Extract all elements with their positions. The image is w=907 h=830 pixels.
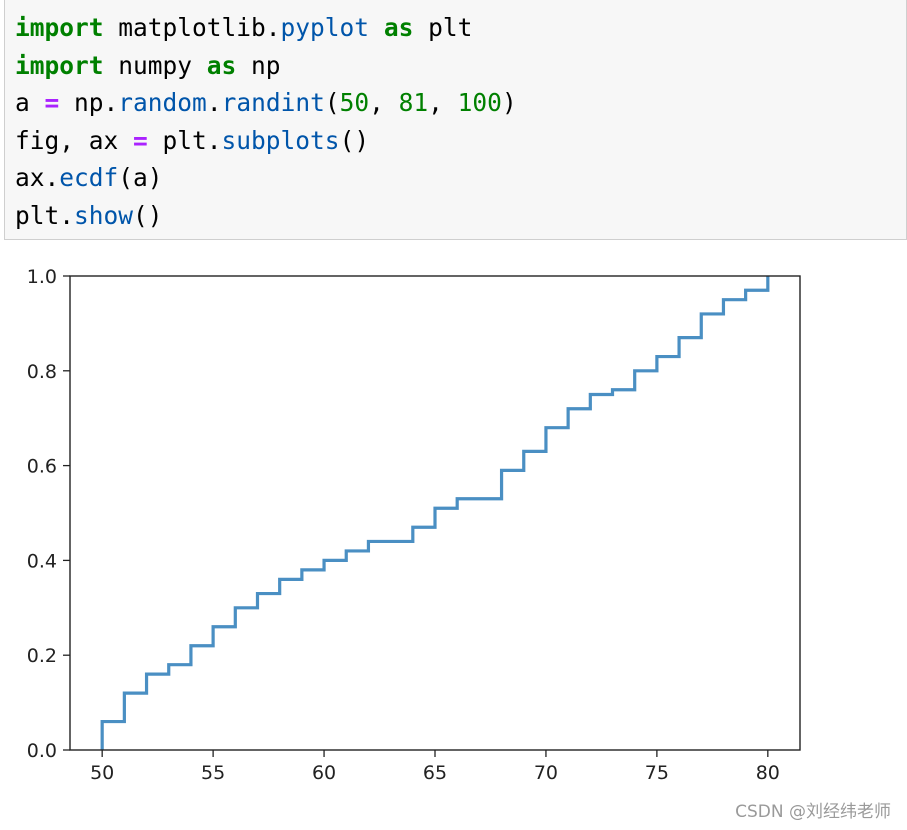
x-tick-label: 80 [756,762,780,784]
x-tick-label: 65 [423,762,447,784]
code-token: ( [324,88,340,117]
code-token: as [383,13,414,42]
x-tick-label: 70 [534,762,558,784]
code-token: random [118,88,207,117]
code-cell[interactable]: import matplotlib.pyplot as plt import nu… [4,0,907,240]
code-token: 81 [398,88,429,117]
code-token: 100 [457,88,502,117]
code-token: np [236,50,281,80]
code-token: ax. [15,163,60,192]
ecdf-step-line [100,276,770,750]
code-line: fig, ax = plt.subplots() [15,122,906,160]
code-token: 50 [339,88,370,117]
y-tick-label: 0.0 [27,740,57,762]
code-line: plt.show() [15,197,906,235]
code-token: , [369,88,399,117]
code-token: import [15,50,104,80]
code-token: , [428,88,458,117]
code-line: ax.ecdf(a) [15,159,906,197]
code-token: import [15,13,104,42]
code-token: matplotlib. [103,13,281,42]
y-tick-label: 0.6 [27,456,57,478]
code-token: a [15,88,45,117]
code-token: (a) [118,163,163,192]
x-tick-label: 50 [90,762,114,784]
code-token: plt. [147,125,222,155]
code-token: show [74,200,134,230]
y-tick-label: 0.2 [27,645,57,667]
code-token: randint [221,88,325,117]
code-token: . [206,88,222,117]
code-line: import matplotlib.pyplot as plt [15,9,906,47]
code-token: fig, ax [15,125,134,155]
code-token: = [44,88,60,117]
code-lines: import matplotlib.pyplot as plt import nu… [15,9,906,234]
code-token: plt. [15,200,75,230]
watermark-text: CSDN @刘经纬老师 [735,802,891,822]
code-token: ecdf [59,163,119,192]
code-token: = [133,125,148,155]
code-token: () [133,200,163,230]
ecdf-plot: 50 55 60 65 70 75 80 0.0 0.2 0.4 0.6 0.8 1.0 [27,266,801,784]
x-tick-label: 60 [312,762,336,784]
code-token [369,13,384,42]
y-tick-label: 0.8 [27,361,57,383]
y-tick-label: 1.0 [27,266,57,288]
code-token: ) [501,88,517,117]
x-tick-label: 55 [201,762,225,784]
code-line: import numpy as np [15,47,906,85]
code-token: plt [413,13,473,42]
code-token: numpy [103,50,207,80]
code-token: () [339,125,370,155]
code-token: pyplot [280,13,370,42]
code-token: as [206,50,237,80]
code-line: a = np.random.randint(50, 81, 100) [15,84,906,122]
y-tick-label: 0.4 [27,550,57,572]
code-token: np. [59,88,119,117]
x-tick-label: 75 [645,762,669,784]
code-token: subplots [221,125,340,155]
